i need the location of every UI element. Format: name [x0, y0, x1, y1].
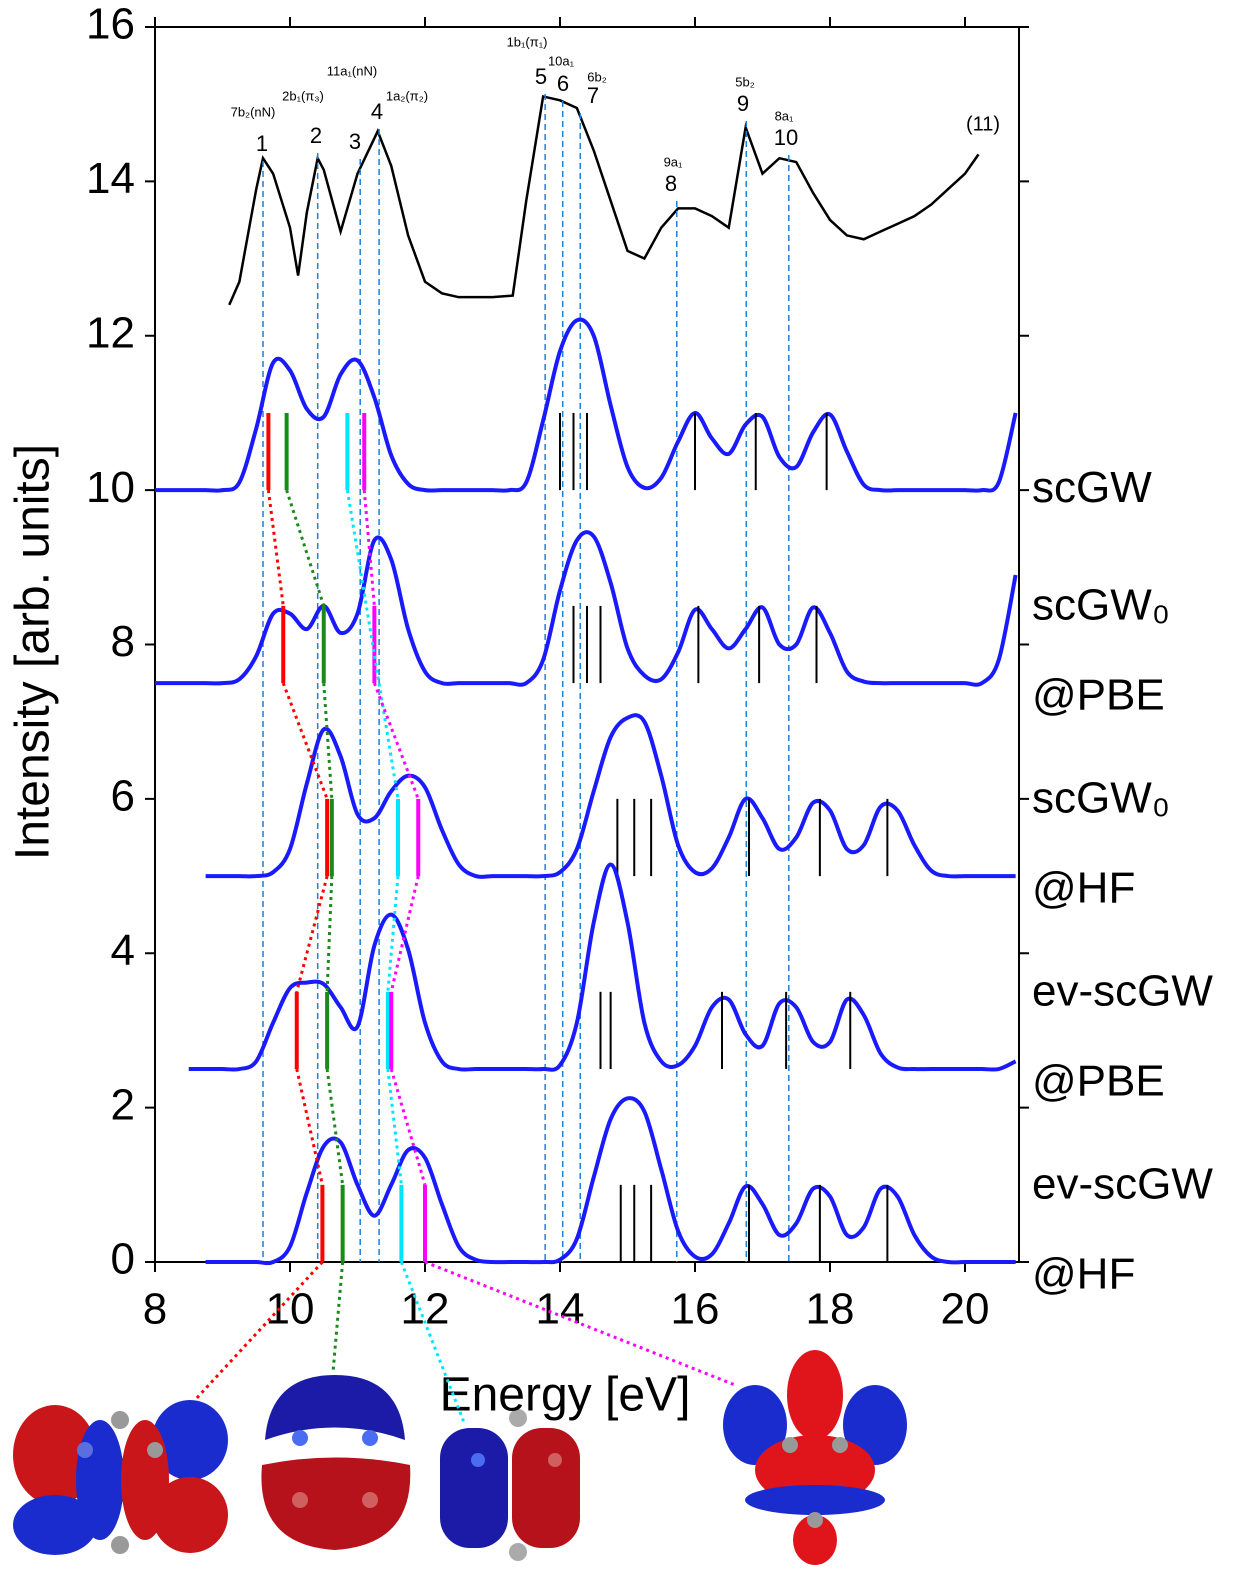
peak-orbital: 11a₁(nN) [327, 63, 377, 78]
series-label: ev-scGW [1032, 967, 1213, 1016]
series-label: ev-scGW [1032, 1160, 1213, 1209]
connector [389, 875, 420, 993]
peak-orbital: 8a₁ [775, 108, 794, 123]
y-tick-label: 8 [111, 617, 135, 666]
peak-number: 2 [310, 123, 322, 148]
y-axis-label: Intensity [arb. units] [7, 444, 60, 860]
x-tick-label: 16 [671, 1285, 720, 1334]
orbital-connector [331, 1261, 345, 1373]
orbital-2 [261, 1375, 411, 1550]
y-tick-label: 10 [86, 463, 135, 512]
orbital-connector [193, 1260, 324, 1402]
peak-orbital: 10a₁ [548, 53, 575, 68]
y-tick-label: 16 [86, 0, 135, 49]
spectrum-curve [188, 862, 1017, 1072]
peak-number: 8 [665, 171, 677, 196]
peak-orbital: 2b₁(π₃) [282, 88, 324, 103]
peak-orbital: 6b₂ [587, 69, 607, 84]
peak-number: 9 [737, 91, 749, 116]
peak-number: 1 [256, 131, 268, 156]
y-tick-label: 2 [111, 1080, 135, 1129]
peak-number: 7 [587, 83, 599, 108]
x-tick-label: 18 [806, 1285, 855, 1334]
peak-orbital: 7b₂(nN) [231, 104, 276, 119]
peak-number: 6 [557, 71, 569, 96]
connector [281, 682, 329, 800]
connector [345, 489, 400, 800]
peak-number: (11) [966, 113, 1000, 135]
x-tick-label: 12 [401, 1285, 450, 1334]
connector [386, 875, 400, 992]
x-axis-label: Energy [eV] [440, 1369, 691, 1422]
connector [389, 1068, 427, 1186]
connector [266, 489, 285, 607]
orbital-3 [440, 1409, 580, 1561]
series-label: @HF [1032, 864, 1135, 913]
spectrum-curve [205, 1096, 1016, 1266]
series-label: @PBE [1032, 1057, 1165, 1106]
spectrum-curve [205, 713, 1016, 879]
peak-number: 5 [535, 64, 547, 89]
y-tick-label: 14 [86, 154, 135, 203]
connector [362, 489, 376, 607]
experimental-curve [228, 94, 980, 306]
connector [322, 682, 334, 799]
peak-number: 10 [774, 125, 798, 150]
series-label: @PBE [1032, 671, 1165, 720]
orbital-4 [723, 1350, 907, 1565]
series-label: scGW₀ [1032, 774, 1170, 823]
peak-orbital: 9a₁ [664, 154, 683, 169]
y-tick-label: 6 [111, 772, 135, 821]
y-tick-label: 12 [86, 308, 135, 357]
series-label: scGW [1032, 463, 1152, 512]
series-label: scGW₀ [1032, 581, 1170, 630]
peak-orbital: 1b₁(π₁) [507, 34, 548, 49]
y-tick-label: 4 [111, 926, 135, 975]
series-label: @HF [1032, 1250, 1135, 1299]
x-tick-label: 20 [941, 1285, 990, 1334]
orbital-images [13, 1350, 907, 1565]
spectrum-curve [155, 530, 1018, 687]
orbital-connector [399, 1261, 467, 1426]
orbital-1 [13, 1400, 228, 1555]
peak-number: 4 [371, 99, 383, 124]
connector [386, 1068, 403, 1185]
y-tick-label: 0 [111, 1235, 135, 1284]
peak-orbital: 1a₂(π₂) [386, 88, 428, 103]
connector [295, 875, 329, 993]
peak-orbital: 5b₂ [735, 74, 755, 89]
peak-number: 3 [349, 129, 361, 154]
connector [325, 1068, 345, 1186]
spectrum-curve [154, 317, 1018, 493]
x-tick-label: 8 [143, 1285, 167, 1334]
connector [325, 876, 334, 992]
connector [295, 1068, 324, 1186]
x-tick-label: 10 [266, 1285, 315, 1334]
